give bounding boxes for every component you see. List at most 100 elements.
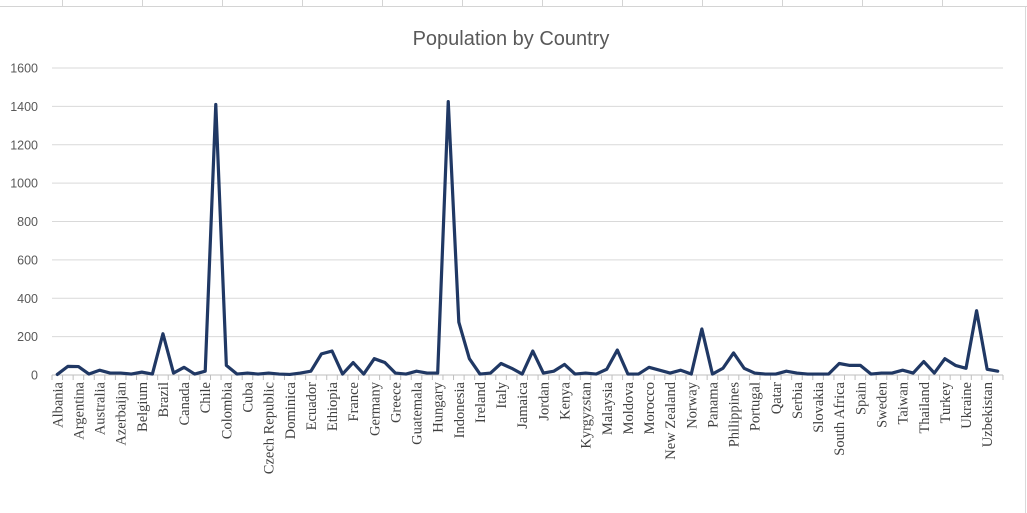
y-tick-label: 800 (17, 215, 38, 229)
data-point (425, 371, 429, 375)
data-point (764, 372, 767, 376)
data-point (267, 371, 270, 375)
data-point (468, 357, 471, 360)
x-tick-label: Guatemala (410, 381, 426, 444)
data-point (721, 367, 725, 370)
data-point (785, 369, 788, 373)
x-tick-label: Indonesia (452, 381, 468, 438)
data-point (668, 371, 672, 375)
data-point (605, 368, 608, 371)
data-point (489, 371, 492, 375)
data-point (996, 369, 999, 373)
x-tick-label: Germany (367, 381, 383, 436)
x-tick-label: Philippines (727, 382, 743, 448)
data-point (130, 372, 133, 376)
data-point (658, 369, 661, 372)
data-point (77, 365, 80, 368)
data-point (193, 372, 196, 376)
x-tick-label: Cuba (240, 381, 256, 412)
y-tick-label: 0 (31, 369, 38, 383)
x-tick-label: Jamaica (515, 381, 531, 428)
data-point (742, 367, 746, 370)
data-point (457, 321, 461, 324)
x-tick-label: Ecuador (304, 382, 320, 430)
y-tick-label: 200 (17, 330, 38, 344)
data-point (204, 369, 207, 373)
data-point (320, 352, 323, 356)
x-tick-label: France (346, 382, 362, 421)
data-point (922, 360, 925, 363)
data-point (890, 371, 894, 375)
data-point (552, 369, 556, 373)
data-point (542, 371, 545, 375)
data-point (911, 371, 915, 375)
data-point (394, 371, 397, 375)
x-tick-label: Czech Republic (262, 382, 278, 474)
data-point (404, 372, 408, 376)
data-point (373, 357, 376, 360)
y-tick-label: 1600 (10, 62, 38, 76)
x-tick-label: Panama (705, 381, 721, 427)
data-point (277, 372, 281, 376)
data-point (943, 357, 947, 360)
data-point (56, 373, 59, 376)
x-tick-label: Uzbekistan (980, 381, 996, 447)
data-point (436, 371, 439, 375)
data-point (933, 371, 936, 375)
x-tick-label: Turkey (938, 381, 954, 423)
chart-title: Population by Country (412, 28, 610, 50)
data-point (753, 371, 756, 375)
data-point (108, 371, 112, 375)
x-tick-label: Taiwan (896, 381, 912, 424)
data-point (182, 366, 186, 369)
data-point (616, 348, 619, 352)
x-tick-label: South Africa (832, 381, 848, 455)
data-point (235, 372, 239, 376)
data-point (214, 103, 217, 106)
data-point (679, 369, 682, 372)
data-point (880, 371, 883, 375)
x-tick-label: Malaysia (600, 381, 616, 435)
x-tick-label: Belgium (135, 381, 151, 432)
data-point (626, 372, 630, 376)
y-axis-tick-labels: 0 200 400 600 800 1000 1200 1400 1600 (10, 62, 38, 383)
x-tick-label: Serbia (790, 381, 806, 419)
y-tick-label: 400 (17, 292, 38, 306)
data-point (901, 369, 904, 372)
data-point (415, 369, 418, 373)
x-tick-label: Greece (388, 382, 404, 423)
data-point (795, 371, 799, 375)
data-point (351, 361, 355, 364)
x-tick-label: Thailand (917, 381, 933, 433)
x-axis-tick-labels: Albania Argentina Australia Azerbaijan Belgi… (50, 381, 996, 474)
data-point (816, 372, 820, 376)
x-tick-label: Hungary (431, 381, 447, 432)
data-point (985, 368, 989, 371)
y-tick-label: 600 (17, 253, 38, 267)
data-point (288, 373, 291, 376)
data-point (848, 364, 851, 367)
x-tick-label: New Zealand (663, 381, 679, 459)
data-point (151, 372, 154, 376)
data-point (975, 309, 978, 312)
x-tick-label: Portugal (748, 382, 764, 431)
data-point (447, 100, 450, 103)
data-point (499, 362, 503, 365)
data-point (362, 372, 365, 376)
x-tick-label: Ethiopia (325, 381, 341, 431)
x-tick-label: Jordan (536, 381, 552, 420)
x-tick-label: Chile (198, 382, 214, 413)
data-point (573, 372, 577, 376)
data-point (647, 366, 651, 369)
data-point (531, 349, 534, 353)
data-point (954, 364, 957, 367)
spreadsheet-grid-strip (0, 0, 1027, 7)
x-tick-label: Italy (494, 381, 510, 408)
data-point (521, 372, 524, 376)
data-point (838, 362, 841, 365)
x-tick-label: Qatar (769, 382, 785, 414)
y-tick-label: 1200 (10, 138, 38, 152)
data-point (732, 351, 735, 355)
x-tick-label: Norway (684, 381, 700, 428)
